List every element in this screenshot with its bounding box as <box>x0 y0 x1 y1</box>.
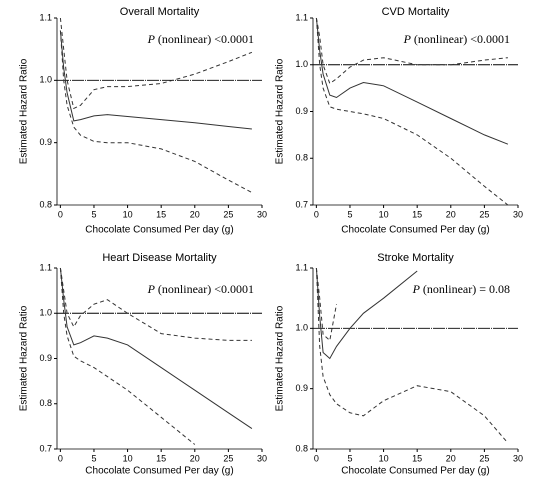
x-tick-label: 5 <box>91 209 96 219</box>
x-tick-label: 5 <box>347 209 352 219</box>
y-tick-label: 1.1 <box>295 12 308 22</box>
y-tick-label: 0.9 <box>295 106 308 116</box>
x-tick-label: 30 <box>513 453 523 463</box>
x-tick-label: 0 <box>314 209 319 219</box>
y-tick-label: 1.0 <box>39 75 52 85</box>
annotation-italic: P <box>147 282 156 296</box>
chart-title: CVD Mortality <box>382 6 450 18</box>
y-axis-label: Estimated Hazard Ratio <box>19 58 30 164</box>
y-tick-label: 1.0 <box>39 308 52 318</box>
annotation-text: (nonlinear) <0.0001 <box>158 282 254 296</box>
annotation-text: (nonlinear) <0.0001 <box>158 32 254 46</box>
x-tick-label: 20 <box>446 209 456 219</box>
y-tick-label: 0.7 <box>295 199 308 209</box>
series-line <box>59 267 253 430</box>
y-tick-label: 0.8 <box>39 199 52 209</box>
chart-title: Overall Mortality <box>120 6 200 18</box>
x-axis-label: Chocolate Consumed Per day (g) <box>341 466 489 477</box>
panel: Stroke Mortality Chocolate Consumed Per d… <box>275 252 523 477</box>
y-tick-label: 0.8 <box>39 398 52 408</box>
annotation: P (nonlinear) <0.0001 <box>147 32 254 46</box>
y-tick-label: 1.1 <box>295 262 308 272</box>
chart-title: Heart Disease Mortality <box>102 252 217 264</box>
x-tick-label: 15 <box>156 209 166 219</box>
annotation: P (nonlinear) <0.0001 <box>147 282 254 296</box>
x-tick-label: 25 <box>479 453 489 463</box>
x-tick-label: 30 <box>257 453 267 463</box>
y-axis-label: Estimated Hazard Ratio <box>275 305 286 411</box>
y-tick-label: 0.9 <box>39 353 52 363</box>
panel: CVD Mortality Chocolate Consumed Per day … <box>275 6 523 236</box>
x-axis-label: Chocolate Consumed Per day (g) <box>85 225 233 236</box>
y-tick-label: 0.8 <box>295 153 308 163</box>
series-line <box>59 267 252 341</box>
x-tick-label: 0 <box>58 453 63 463</box>
x-tick-label: 5 <box>91 453 96 463</box>
annotation: P (nonlinear) = 0.08 <box>412 282 510 296</box>
y-tick-label: 1.1 <box>39 262 52 272</box>
x-tick-label: 25 <box>223 209 233 219</box>
x-tick-label: 20 <box>190 209 200 219</box>
x-tick-label: 20 <box>446 453 456 463</box>
x-tick-label: 30 <box>513 209 523 219</box>
series-line <box>59 30 253 193</box>
x-tick-label: 5 <box>347 453 352 463</box>
x-axis-label: Chocolate Consumed Per day (g) <box>85 466 233 477</box>
chart-title: Stroke Mortality <box>377 252 454 264</box>
annotation-italic: P <box>403 32 412 46</box>
series-line <box>59 17 253 110</box>
x-tick-label: 30 <box>257 209 267 219</box>
y-tick-label: 1.0 <box>295 59 308 69</box>
x-tick-label: 15 <box>412 209 422 219</box>
y-tick-label: 0.9 <box>39 137 52 147</box>
y-tick-label: 1.0 <box>295 323 308 333</box>
series-line <box>315 267 337 342</box>
x-axis-label: Chocolate Consumed Per day (g) <box>341 225 489 236</box>
series-line <box>59 30 252 130</box>
annotation-italic: P <box>412 282 421 296</box>
x-tick-label: 0 <box>58 209 63 219</box>
annotation: P (nonlinear) <0.0001 <box>403 32 510 46</box>
series-line <box>315 17 509 206</box>
x-tick-label: 10 <box>123 453 133 463</box>
y-tick-label: 0.7 <box>39 443 52 453</box>
x-tick-label: 20 <box>190 453 200 463</box>
series-line <box>315 17 508 85</box>
y-axis-label: Estimated Hazard Ratio <box>275 58 286 164</box>
series-line <box>315 17 509 145</box>
y-tick-label: 0.8 <box>295 443 308 453</box>
x-tick-label: 15 <box>412 453 422 463</box>
y-tick-label: 1.1 <box>39 12 52 22</box>
panel: Heart Disease Mortality Chocolate Consume… <box>19 252 267 477</box>
x-tick-label: 15 <box>156 453 166 463</box>
panel: Overall Mortality Chocolate Consumed Per … <box>19 6 267 236</box>
y-axis-label: Estimated Hazard Ratio <box>19 305 30 411</box>
x-tick-label: 25 <box>479 209 489 219</box>
x-tick-label: 0 <box>314 453 319 463</box>
x-tick-label: 25 <box>223 453 233 463</box>
series-line <box>315 267 418 360</box>
annotation-italic: P <box>147 32 156 46</box>
x-tick-label: 10 <box>123 209 133 219</box>
x-tick-label: 10 <box>379 209 389 219</box>
annotation-text: (nonlinear) <0.0001 <box>414 32 510 46</box>
x-tick-label: 10 <box>379 453 389 463</box>
annotation-text: (nonlinear) = 0.08 <box>423 282 510 296</box>
series-line <box>59 267 196 445</box>
series-line <box>315 267 509 444</box>
y-tick-label: 0.9 <box>295 383 308 393</box>
